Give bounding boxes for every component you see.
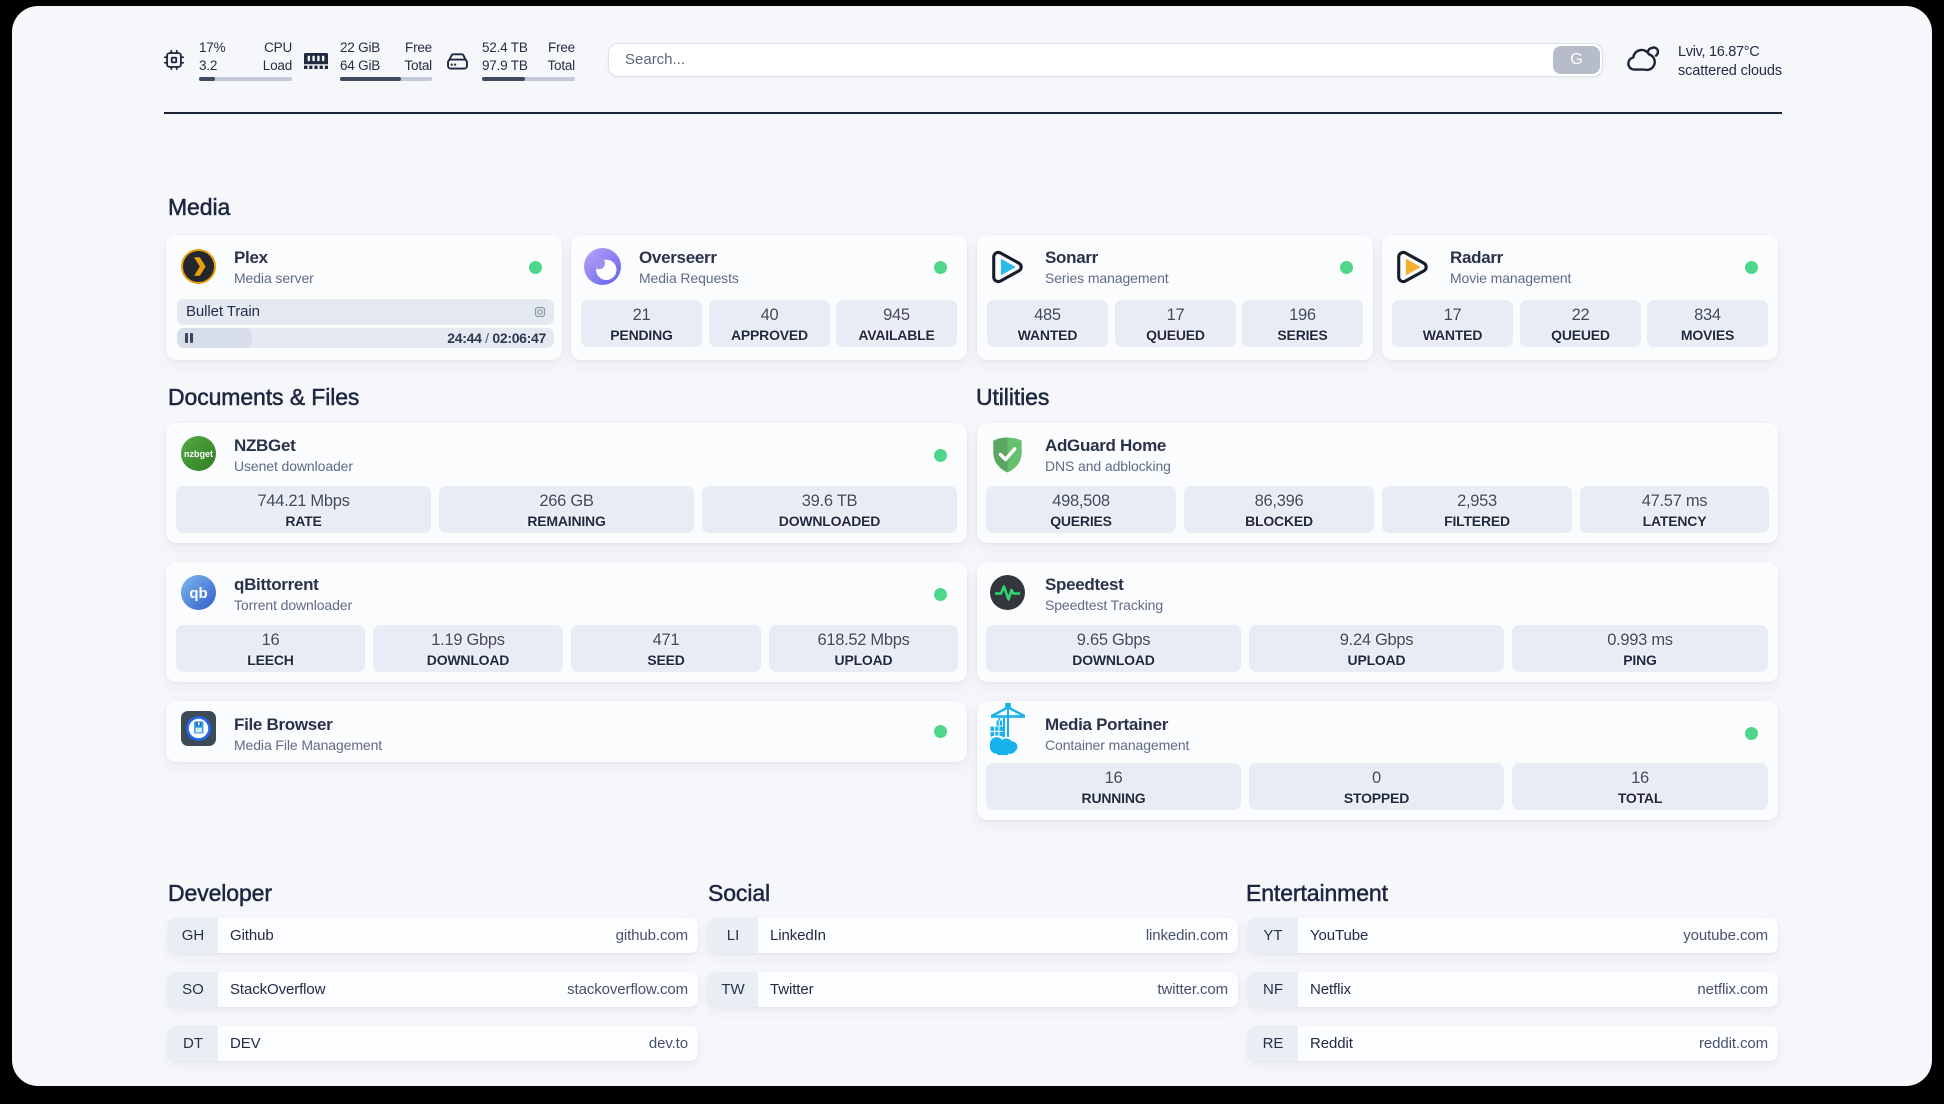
svg-text:qb: qb [189, 585, 207, 602]
svg-text:nzbget: nzbget [184, 449, 213, 459]
